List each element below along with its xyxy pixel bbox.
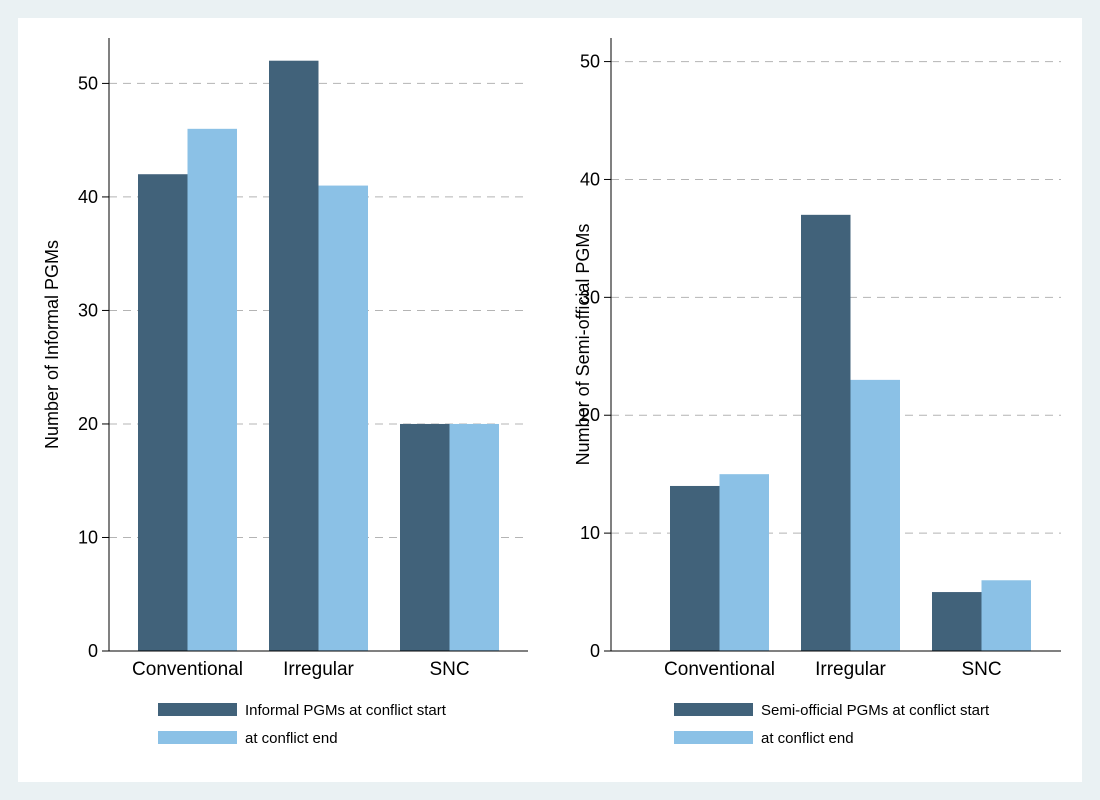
legend-swatch-end xyxy=(158,731,237,744)
y-tick-label: 30 xyxy=(580,287,600,307)
bar-start-0 xyxy=(138,174,188,651)
legend-swatch-start xyxy=(158,703,237,716)
y-tick-label: 40 xyxy=(78,187,98,207)
y-tick-label: 10 xyxy=(580,523,600,543)
y-tick-label: 20 xyxy=(78,414,98,434)
y-tick-label: 10 xyxy=(78,527,98,547)
y-axis-title: Number of Semi-official PGMs xyxy=(573,224,593,466)
x-category-label: SNC xyxy=(961,659,1001,680)
legend-swatch-start xyxy=(674,703,753,716)
bar-start-0 xyxy=(670,485,720,651)
y-tick-label: 20 xyxy=(580,405,600,425)
x-category-label: Irregular xyxy=(815,659,886,680)
bar-end-2 xyxy=(449,423,499,651)
legend-label-start: Informal PGMs at conflict start xyxy=(245,702,447,719)
x-category-label: Irregular xyxy=(283,659,354,680)
x-category-label: SNC xyxy=(429,659,469,680)
x-category-label: Conventional xyxy=(664,659,775,680)
legend-swatch-end xyxy=(674,731,753,744)
bar-end-2 xyxy=(981,580,1031,651)
y-tick-label: 30 xyxy=(78,300,98,320)
bar-start-1 xyxy=(801,214,851,652)
y-tick-label: 0 xyxy=(590,641,600,661)
y-tick-label: 0 xyxy=(88,641,98,661)
legend-label-start: Semi-official PGMs at conflict start xyxy=(761,702,990,719)
x-category-label: Conventional xyxy=(132,659,243,680)
bar-charts: 0 10 20 30 40 50 Conventional Irregular SNC Numbe… xyxy=(42,38,1061,747)
bar-end-1 xyxy=(318,185,368,651)
figure-background: 0 10 20 30 40 50 Conventional Irregular SNC Numbe… xyxy=(18,18,1082,782)
bar-start-2 xyxy=(932,592,982,651)
y-axis-title: Number of Informal PGMs xyxy=(42,240,62,449)
y-tick-label: 50 xyxy=(78,73,98,93)
bar-start-1 xyxy=(269,60,319,651)
legend-label-end: at conflict end xyxy=(245,730,338,747)
y-tick-label: 50 xyxy=(580,52,600,72)
bar-end-0 xyxy=(187,128,237,651)
bar-end-0 xyxy=(719,474,769,651)
bar-end-1 xyxy=(850,379,900,651)
legend-label-end: at conflict end xyxy=(761,730,854,747)
y-tick-label: 40 xyxy=(580,169,600,189)
bar-start-2 xyxy=(400,423,450,651)
